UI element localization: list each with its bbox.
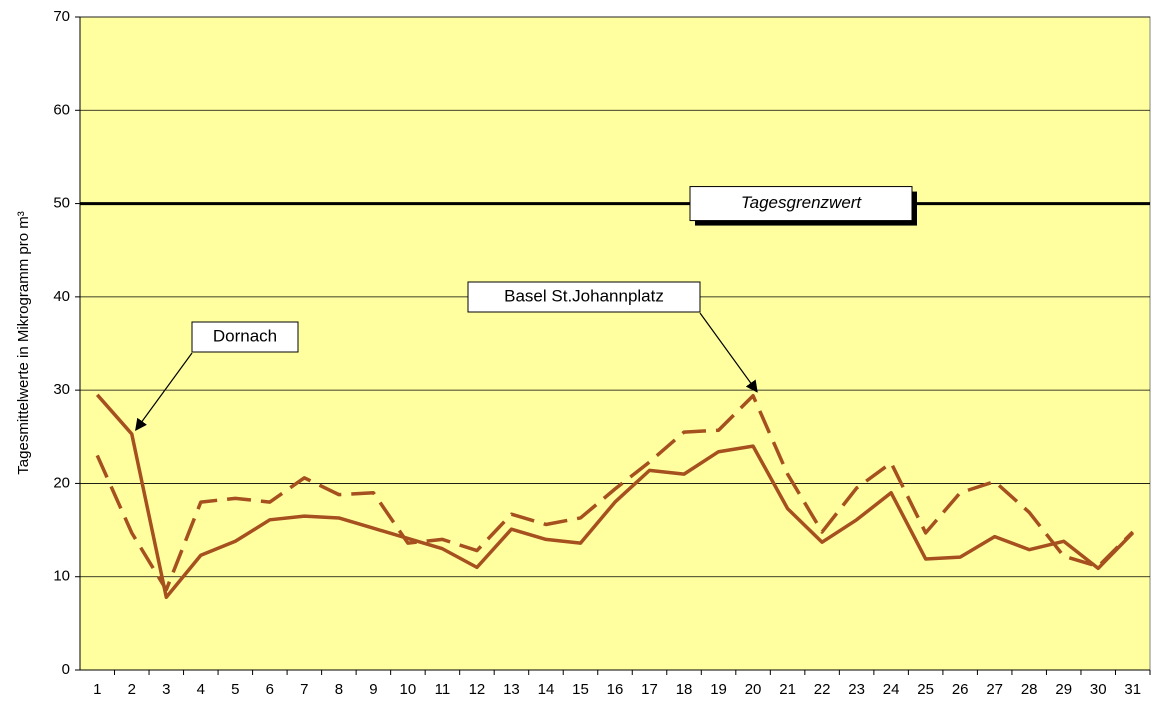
series-line [95, 393, 1134, 599]
x-tick-label: 8 [335, 681, 343, 698]
annotation-label: Basel St.Johannplatz [504, 286, 664, 305]
x-tick-label: 11 [435, 681, 451, 698]
y-tick-label: 30 [53, 381, 70, 398]
y-tick-label: 0 [62, 661, 70, 678]
x-tick-label: 13 [503, 681, 520, 698]
x-tick-label: 28 [1021, 681, 1038, 698]
y-tick-label: 50 [53, 195, 70, 212]
x-tick-label: 18 [676, 681, 693, 698]
threshold-box [689, 186, 913, 222]
x-tick-label: 9 [369, 681, 377, 698]
annotation-box [191, 321, 299, 353]
x-tick-label: 6 [266, 681, 274, 698]
threshold-label: Tagesgrenzwert [741, 193, 863, 212]
x-tick-label: 22 [814, 681, 831, 698]
x-tick-label: 16 [607, 681, 624, 698]
y-tick-label: 10 [53, 568, 70, 585]
x-tick-label: 7 [300, 681, 308, 698]
x-tick-label: 10 [400, 681, 417, 698]
x-tick-label: 15 [572, 681, 589, 698]
x-tick-label: 23 [848, 681, 865, 698]
annotation-label: Dornach [213, 326, 277, 345]
y-tick-label: 20 [53, 474, 70, 491]
x-tick-label: 27 [986, 681, 1003, 698]
annotation-arrow [135, 352, 193, 431]
series-line [95, 393, 1134, 592]
x-tick-label: 19 [710, 681, 727, 698]
x-tick-label: 12 [469, 681, 486, 698]
x-tick-label: 2 [128, 681, 136, 698]
y-axis-label: Tagesmittelwerte in Mikrogramm pro m³ [15, 211, 32, 474]
annotation-box [467, 281, 701, 313]
x-tick-label: 14 [538, 681, 555, 698]
x-tick-label: 5 [231, 681, 239, 698]
y-tick-label: 70 [53, 8, 70, 25]
x-tick-label: 29 [1055, 681, 1072, 698]
x-tick-label: 31 [1124, 681, 1141, 698]
x-tick-label: 26 [952, 681, 969, 698]
annotation-arrow [699, 312, 758, 393]
y-tick-label: 40 [53, 288, 70, 305]
x-tick-label: 17 [641, 681, 658, 698]
x-tick-label: 3 [162, 681, 170, 698]
x-tick-label: 30 [1090, 681, 1107, 698]
x-tick-label: 24 [883, 681, 900, 698]
x-tick-label: 1 [93, 681, 101, 698]
x-tick-label: 25 [917, 681, 934, 698]
x-tick-label: 21 [779, 681, 796, 698]
x-tick-label: 20 [745, 681, 762, 698]
y-tick-label: 60 [53, 101, 70, 118]
x-tick-label: 4 [197, 681, 205, 698]
